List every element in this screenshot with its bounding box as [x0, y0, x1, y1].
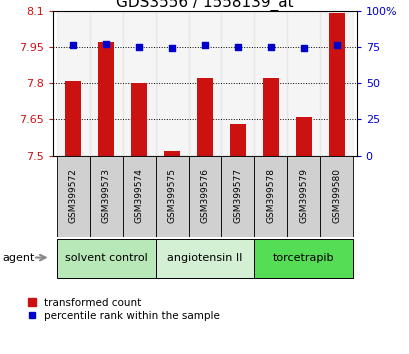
Bar	[122, 11, 155, 156]
Bar	[65, 81, 81, 156]
Point	[70, 42, 76, 48]
Bar	[188, 156, 221, 237]
Bar	[89, 156, 122, 237]
Bar	[254, 11, 287, 156]
Text: GSM399575: GSM399575	[167, 168, 176, 223]
Legend: transformed count, percentile rank within the sample: transformed count, percentile rank withi…	[26, 296, 222, 323]
Bar	[262, 78, 279, 156]
Point	[169, 46, 175, 51]
Text: GSM399574: GSM399574	[134, 168, 143, 223]
Text: GSM399580: GSM399580	[332, 168, 341, 223]
Text: agent: agent	[3, 252, 35, 263]
Bar	[287, 11, 320, 156]
Text: angiotensin II: angiotensin II	[167, 252, 242, 263]
Bar	[155, 156, 188, 237]
Bar	[221, 156, 254, 237]
Text: solvent control: solvent control	[65, 252, 147, 263]
Bar	[221, 11, 254, 156]
Text: GSM399576: GSM399576	[200, 168, 209, 223]
Bar	[56, 156, 89, 237]
Bar	[56, 239, 155, 278]
Title: GDS3556 / 1558139_at: GDS3556 / 1558139_at	[116, 0, 293, 11]
Bar	[130, 83, 147, 156]
Text: GSM399572: GSM399572	[68, 168, 77, 223]
Bar	[56, 11, 89, 156]
Text: torcetrapib: torcetrapib	[272, 252, 334, 263]
Bar	[122, 156, 155, 237]
Bar	[320, 156, 353, 237]
Bar	[229, 124, 246, 156]
Bar	[196, 78, 213, 156]
Text: GSM399577: GSM399577	[233, 168, 242, 223]
Bar	[287, 156, 320, 237]
Point	[267, 44, 274, 50]
Text: GSM399579: GSM399579	[299, 168, 308, 223]
Point	[135, 44, 142, 50]
Point	[201, 42, 208, 48]
Bar	[295, 117, 311, 156]
Bar	[320, 11, 353, 156]
Bar	[163, 151, 180, 156]
Point	[333, 42, 339, 48]
Bar	[254, 156, 287, 237]
Bar	[254, 239, 353, 278]
Bar	[188, 11, 221, 156]
Bar	[155, 11, 188, 156]
Point	[300, 46, 306, 51]
Bar	[98, 42, 114, 156]
Bar	[155, 239, 254, 278]
Point	[234, 44, 240, 50]
Text: GSM399573: GSM399573	[101, 168, 110, 223]
Bar	[328, 13, 344, 156]
Bar	[89, 11, 122, 156]
Point	[103, 41, 109, 47]
Text: GSM399578: GSM399578	[266, 168, 275, 223]
